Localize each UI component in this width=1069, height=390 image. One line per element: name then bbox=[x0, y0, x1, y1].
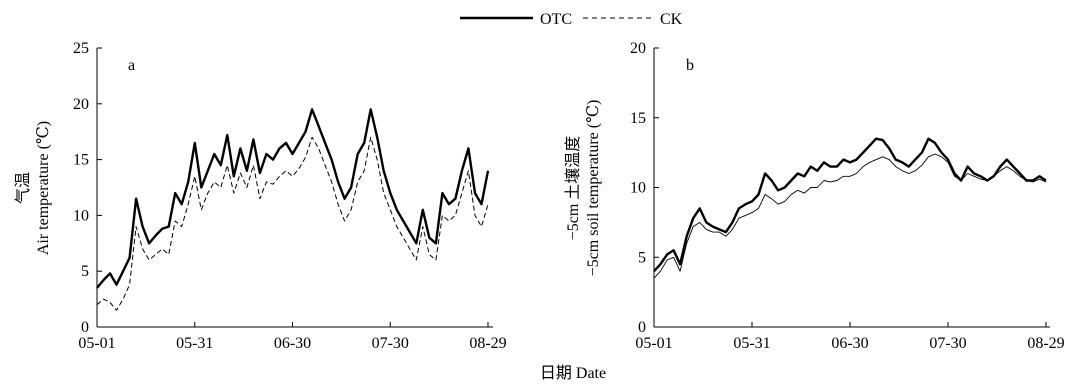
x-tick-label: 08-29 bbox=[469, 335, 506, 352]
panel-a-series bbox=[96, 108, 490, 311]
series-line-ck bbox=[96, 136, 489, 311]
panel-a-ylabel-en: Air temperature (℃) bbox=[35, 121, 52, 255]
series-line-ck bbox=[653, 153, 1047, 279]
panel-a: 0 5 10 15 20 25 05-01 05-31 06-30 07-30 08-29 a 气… bbox=[14, 40, 507, 352]
legend-otc-label: OTC bbox=[540, 11, 572, 28]
y-tick-label: 25 bbox=[73, 40, 89, 57]
x-tick-label: 06-30 bbox=[274, 335, 311, 352]
y-tick-label: 20 bbox=[73, 96, 89, 113]
panel-b: 0 5 10 15 20 05-01 05-31 06-30 07-30 08-29 b −5c… bbox=[563, 40, 1065, 352]
x-tick-label: 05-01 bbox=[635, 335, 672, 352]
panel-b-y-ticks: 0 5 10 15 20 bbox=[630, 40, 659, 336]
y-tick-label: 10 bbox=[73, 207, 89, 224]
panel-a-ylabel-cn: 气温 bbox=[14, 172, 32, 204]
x-tick-label: 08-29 bbox=[1027, 335, 1064, 352]
legend: OTC CK bbox=[460, 11, 683, 28]
y-tick-label: 0 bbox=[638, 319, 646, 336]
panel-b-label: b bbox=[686, 57, 694, 74]
series-line-otc bbox=[653, 137, 1047, 273]
x-tick-label: 06-30 bbox=[831, 335, 868, 352]
x-tick-label: 05-01 bbox=[78, 335, 115, 352]
y-tick-label: 20 bbox=[630, 40, 646, 57]
panel-a-x-ticks: 05-01 05-31 06-30 07-30 08-29 bbox=[78, 322, 507, 352]
panel-a-ylabel-group: 气温 Air temperature (℃) bbox=[14, 121, 52, 255]
y-tick-label: 5 bbox=[81, 263, 89, 280]
x-tick-label: 05-31 bbox=[176, 335, 213, 352]
panel-b-x-ticks: 05-01 05-31 06-30 07-30 08-29 bbox=[635, 322, 1065, 352]
panel-b-ylabel-cn: −5cm 土壤温度 bbox=[563, 136, 582, 241]
panel-a-label: a bbox=[128, 57, 135, 74]
panel-a-y-ticks: 0 5 10 15 20 25 bbox=[73, 40, 102, 336]
y-tick-label: 15 bbox=[630, 110, 646, 127]
panel-b-ylabel-en: −5cm soil temperature (℃) bbox=[585, 100, 602, 277]
legend-ck-label: CK bbox=[660, 11, 683, 28]
x-tick-label: 05-31 bbox=[733, 335, 770, 352]
series-line-otc bbox=[96, 108, 490, 289]
y-tick-label: 5 bbox=[638, 249, 646, 266]
x-tick-label: 07-30 bbox=[372, 335, 409, 352]
x-tick-label: 07-30 bbox=[929, 335, 966, 352]
x-axis-label: 日期 Date bbox=[540, 364, 606, 382]
y-tick-label: 0 bbox=[81, 319, 89, 336]
panel-b-ylabel-group: −5cm 土壤温度 −5cm soil temperature (℃) bbox=[563, 100, 602, 277]
y-tick-label: 10 bbox=[630, 180, 646, 197]
panel-b-series bbox=[653, 137, 1047, 279]
y-tick-label: 15 bbox=[73, 152, 89, 169]
